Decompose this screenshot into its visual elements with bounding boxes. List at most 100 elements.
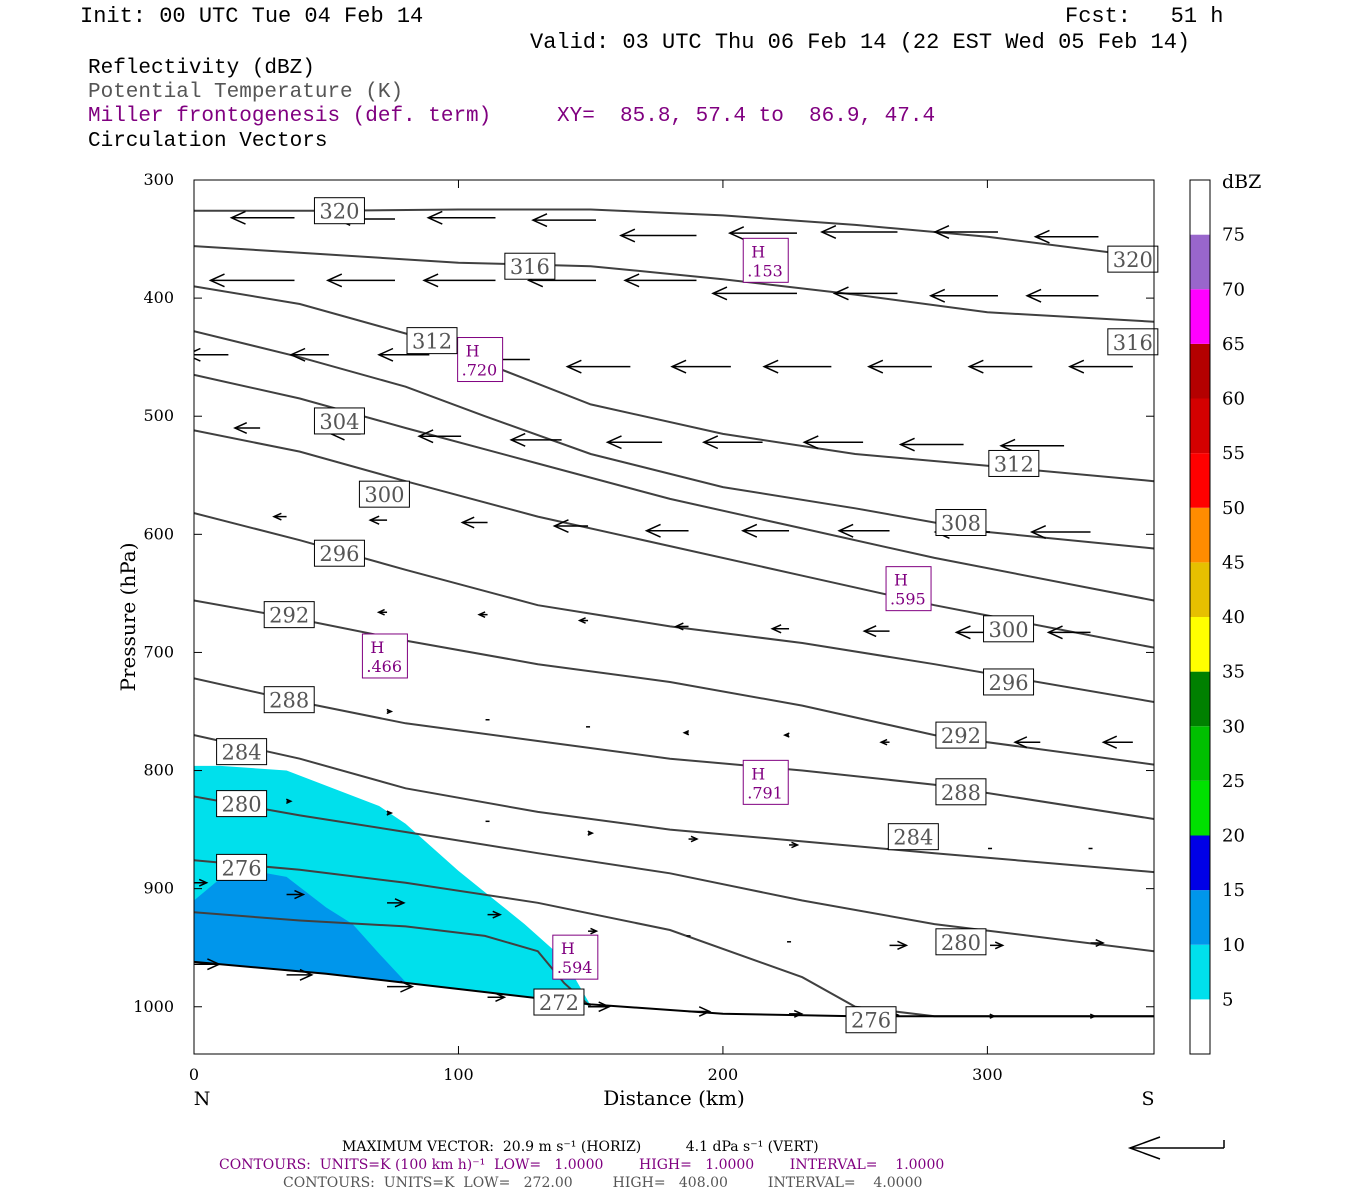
circulation-vector-32 xyxy=(417,429,462,444)
svg-text:.720: .720 xyxy=(462,361,498,380)
svg-text:308: 308 xyxy=(941,512,981,536)
circulation-vector-5 xyxy=(619,228,697,243)
svg-text:280: 280 xyxy=(222,793,262,817)
svg-text:292: 292 xyxy=(941,724,981,748)
colorbar-label-60: 60 xyxy=(1222,389,1245,410)
colorbar-frame xyxy=(1189,179,1211,1055)
colorbar-swatch-12 xyxy=(1190,343,1210,399)
max-vector-line: MAXIMUM VECTOR: 20.9 m s⁻¹ (HORIZ) 4.1 d… xyxy=(342,1139,819,1155)
field-circulation-vectors: Circulation Vectors xyxy=(88,130,328,153)
max-vector-reference-arrow xyxy=(1127,1136,1225,1160)
svg-text:320: 320 xyxy=(319,200,359,224)
init-time: Init: 00 UTC Tue 04 Feb 14 xyxy=(80,4,424,29)
circulation-vector-1 xyxy=(229,210,295,225)
circulation-vector-83 xyxy=(990,941,1005,950)
y-tick-label-1000: 1000 xyxy=(133,997,174,1016)
circulation-vector-6 xyxy=(727,226,797,241)
colorbar-label-35: 35 xyxy=(1222,662,1245,683)
fronto-high-1: H.720 xyxy=(457,337,504,383)
svg-text:272: 272 xyxy=(539,991,579,1015)
x-tick-label-0: 0 xyxy=(189,1065,199,1084)
contour-label-272: 272 xyxy=(533,988,585,1016)
svg-text:H: H xyxy=(466,342,480,361)
colorbar-swatch-2 xyxy=(1190,890,1210,945)
svg-text:280: 280 xyxy=(941,931,981,955)
theta-contours-line: CONTOURS: UNITS=K LOW= 272.00 HIGH= 408.… xyxy=(283,1175,923,1191)
contour-label-292: 292 xyxy=(935,721,987,749)
circulation-vector-79 xyxy=(588,927,599,935)
circulation-vector-82 xyxy=(889,940,909,951)
circulation-vector-22 xyxy=(377,347,430,362)
svg-text:.595: .595 xyxy=(890,590,926,609)
theta-contour-292 xyxy=(194,599,1154,766)
circulation-vector-69 xyxy=(587,830,595,836)
circulation-vector-63 xyxy=(879,738,890,746)
theta-contour-312 xyxy=(194,285,1154,483)
y-axis-label: Pressure (hPa) xyxy=(116,543,140,692)
circulation-vector-4 xyxy=(531,213,596,228)
colorbar-label-75: 75 xyxy=(1222,225,1245,246)
colorbar-label-10: 10 xyxy=(1222,935,1245,956)
colorbar-swatch-13 xyxy=(1190,289,1210,344)
circulation-vector-76 xyxy=(286,889,306,900)
colorbar-label-40: 40 xyxy=(1222,607,1245,628)
valid-time: Valid: 03 UTC Thu 06 Feb 14 (22 EST Wed … xyxy=(530,30,1191,55)
contour-label-288: 288 xyxy=(263,686,315,714)
field-reflectivity: Reflectivity (dBZ) xyxy=(88,57,315,80)
colorbar-swatch-3 xyxy=(1190,835,1210,891)
svg-text:316: 316 xyxy=(510,255,550,279)
theta-contour-308 xyxy=(194,330,1154,550)
circulation-vector-53 xyxy=(770,624,790,634)
colorbar-label-55: 55 xyxy=(1222,443,1245,464)
contour-label-300: 300 xyxy=(983,615,1035,643)
circulation-vector-91 xyxy=(789,1009,804,1018)
colorbar-label-30: 30 xyxy=(1222,716,1245,737)
field-potential-temperature: Potential Temperature (K) xyxy=(88,81,404,104)
colorbar-label-70: 70 xyxy=(1222,279,1245,300)
y-tick-label-900: 900 xyxy=(143,879,174,898)
circulation-vector-0 xyxy=(110,213,194,226)
colorbar-swatch-5 xyxy=(1190,726,1210,781)
contour-label-284: 284 xyxy=(887,823,939,851)
circulation-vector-44 xyxy=(741,523,790,538)
circulation-vector-62 xyxy=(783,732,790,738)
circulation-vector-8 xyxy=(933,224,998,239)
svg-text:.466: .466 xyxy=(366,657,402,676)
contour-label-288: 288 xyxy=(935,778,987,806)
circulation-vector-71 xyxy=(789,841,800,849)
circulation-vector-33 xyxy=(509,432,562,447)
circulation-vector-7 xyxy=(820,224,898,239)
colorbar-label-25: 25 xyxy=(1222,771,1245,792)
circulation-vector-45 xyxy=(837,523,890,538)
colorbar-swatch-4 xyxy=(1190,780,1210,836)
circulation-vector-42 xyxy=(552,519,589,534)
fronto-high-4: H.791 xyxy=(742,759,789,805)
circulation-vector-21 xyxy=(289,347,329,362)
contour-label-320: 320 xyxy=(1107,245,1159,273)
contour-label-296: 296 xyxy=(983,668,1035,696)
circulation-vector-51 xyxy=(577,617,589,624)
svg-text:.791: .791 xyxy=(747,783,783,802)
contour-label-292: 292 xyxy=(263,601,315,629)
circulation-vector-11 xyxy=(208,273,295,288)
colorbar-swatch-11 xyxy=(1190,398,1210,454)
theta-contour-276 xyxy=(194,859,1154,1018)
contour-label-276: 276 xyxy=(845,1006,897,1034)
circulation-vector-25 xyxy=(670,359,731,374)
contour-label-316: 316 xyxy=(1107,328,1159,356)
y-tick-label-300: 300 xyxy=(143,170,174,189)
svg-text:304: 304 xyxy=(319,410,359,434)
svg-text:312: 312 xyxy=(994,452,1034,476)
theta-contour-272 xyxy=(194,911,592,1008)
contour-label-276: 276 xyxy=(216,853,268,881)
theta-contour-316 xyxy=(194,245,1154,323)
theta-contour-284 xyxy=(194,734,1154,874)
reflectivity-area-10-15 xyxy=(194,867,406,982)
circulation-vector-70 xyxy=(688,835,699,843)
colorbar-label-5: 5 xyxy=(1222,989,1233,1010)
svg-text:288: 288 xyxy=(941,781,981,805)
svg-text:288: 288 xyxy=(269,689,309,713)
circulation-vector-49 xyxy=(376,608,388,616)
circulation-vector-37 xyxy=(898,437,964,452)
cross-section-xy: XY= 85.8, 57.4 to 86.9, 47.4 xyxy=(557,105,936,128)
